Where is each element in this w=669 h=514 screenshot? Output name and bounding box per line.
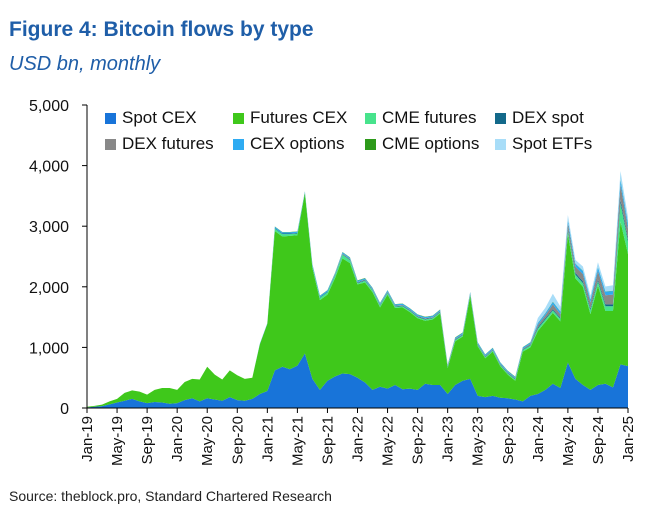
x-tick-label: Sep-20 — [229, 416, 246, 464]
x-tick-label: Jan-20 — [169, 416, 186, 462]
y-tick-label: 2,000 — [29, 280, 69, 297]
x-tick-label: Jan-21 — [259, 416, 276, 462]
x-tick-label: May-23 — [470, 416, 487, 466]
area-futures-cex — [87, 192, 628, 408]
legend-label: CME futures — [382, 108, 477, 127]
area-series-group — [87, 171, 628, 408]
legend-swatch — [365, 112, 376, 124]
x-tick-label: Jan-19 — [79, 416, 96, 462]
x-tick-label: May-20 — [199, 416, 216, 466]
legend-item: Spot ETFs — [495, 134, 592, 154]
legend-swatch — [233, 112, 244, 124]
legend-swatch — [495, 112, 506, 124]
legend-label: Spot ETFs — [512, 134, 593, 153]
legend-swatch — [365, 138, 376, 150]
y-tick-label: 4,000 — [29, 159, 69, 176]
legend-swatch — [105, 138, 116, 150]
legend-label: DEX futures — [122, 134, 214, 153]
x-tick-label: Jan-23 — [440, 416, 457, 462]
x-tick-label: Sep-24 — [590, 416, 607, 464]
y-tick-label: 3,000 — [29, 219, 69, 236]
legend-swatch — [495, 138, 506, 150]
stacked-area-chart: 0 1,000 2,000 3,000 4,000 5,000 Jan-19 May-19 Se… — [29, 98, 637, 466]
x-tick-label: Sep-22 — [410, 416, 427, 464]
y-tick-label: 1,000 — [29, 340, 69, 357]
x-tick-label: May-19 — [109, 416, 126, 466]
legend-swatch — [105, 112, 116, 124]
legend-label: CME options — [382, 134, 480, 153]
x-tick-label: Sep-21 — [319, 416, 336, 464]
y-tick-label: 0 — [60, 401, 69, 418]
legend-item: CEX options — [233, 134, 345, 154]
axes-group: 0 1,000 2,000 3,000 4,000 5,000 Jan-19 May-19 Se… — [29, 98, 637, 466]
source-note: Source: theblock.pro, Standard Chartered… — [9, 488, 332, 504]
legend-label: Futures CEX — [250, 108, 348, 127]
legend-item: Spot CEX — [105, 108, 197, 128]
legend-item: DEX futures — [105, 134, 214, 154]
x-tick-label: Jan-22 — [350, 416, 367, 462]
chart-title: Figure 4: Bitcoin flows by type — [9, 18, 314, 41]
legend-item: DEX spot — [495, 108, 584, 128]
x-tick-label: Sep-23 — [500, 416, 517, 464]
x-tick-label: Jan-24 — [530, 416, 547, 462]
chart-subtitle: USD bn, monthly — [9, 53, 161, 75]
legend-item: CME options — [365, 134, 479, 154]
x-tick-label: May-24 — [560, 416, 577, 466]
legend-item: Futures CEX — [233, 108, 347, 128]
legend-label: Spot CEX — [122, 108, 197, 127]
area-spot-cex — [87, 353, 628, 408]
x-tick-label: Sep-19 — [139, 416, 156, 464]
legend-label: DEX spot — [512, 108, 584, 127]
x-tick-label: May-21 — [289, 416, 306, 466]
x-tick-label: May-22 — [380, 416, 397, 466]
legend-swatch — [233, 138, 244, 150]
legend-item: CME futures — [365, 108, 476, 128]
y-tick-label: 5,000 — [29, 98, 69, 115]
x-tick-label: Jan-25 — [620, 416, 637, 462]
legend-label: CEX options — [250, 134, 345, 153]
